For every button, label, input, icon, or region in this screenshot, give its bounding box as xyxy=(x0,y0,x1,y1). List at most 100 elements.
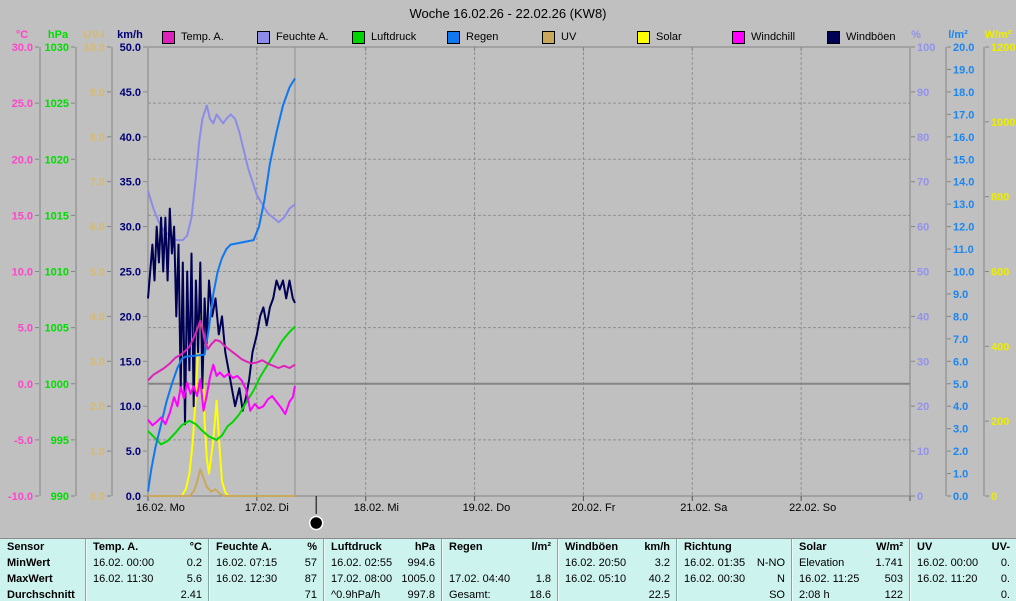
series-Temp. A. xyxy=(147,319,296,382)
svg-text:100: 100 xyxy=(917,42,935,54)
legend-item-Feuchte A.[interactable]: Feuchte A. xyxy=(257,30,329,44)
table-cell-value: 5.6 xyxy=(186,573,202,585)
table-cell: 16.02. 11:20 xyxy=(917,573,978,585)
axis-km/h: 50.0 45.0 40.0 35.0 30.0 25.0 20.0 15.0 10.0 5.0 0… xyxy=(120,42,147,503)
svg-text:0: 0 xyxy=(991,491,997,503)
table-row: 16.02. 05:10 40.2 xyxy=(558,571,677,587)
svg-text:1030: 1030 xyxy=(45,42,69,54)
table-cell-value: 1005.0 xyxy=(401,573,435,585)
table-cell: Elevation xyxy=(799,557,845,569)
table-cell-value: W/m² xyxy=(876,541,903,553)
svg-text:6.0: 6.0 xyxy=(953,356,968,368)
svg-text:40.0: 40.0 xyxy=(120,132,141,144)
table-row: 16.02. 11:30 5.6 xyxy=(86,571,209,587)
table-row: 16.02. 00:00 0. xyxy=(910,555,1016,571)
table-cell-value: km/h xyxy=(644,541,670,553)
svg-text:3.0: 3.0 xyxy=(953,424,968,436)
table-row: 71 xyxy=(209,587,324,601)
table-cell: 16.02. 00:00 xyxy=(93,557,155,569)
svg-text:50.0: 50.0 xyxy=(120,42,141,54)
svg-text:0.0: 0.0 xyxy=(18,379,33,391)
svg-text:1025: 1025 xyxy=(45,98,69,110)
table-group-Windböen: Windböen km/h 16.02. 20:50 3.2 16.02. 05:10 4… xyxy=(557,539,677,601)
svg-text:10.0: 10.0 xyxy=(953,267,974,279)
svg-text:1.0: 1.0 xyxy=(953,469,968,481)
table-cell-value: l/m² xyxy=(531,541,551,553)
legend-label: Luftdruck xyxy=(371,31,417,43)
legend-swatch xyxy=(162,30,175,44)
svg-text:995: 995 xyxy=(51,435,69,447)
svg-text:15.0: 15.0 xyxy=(12,210,33,222)
table-cell: 16.02. 05:10 xyxy=(565,573,627,585)
legend-item-Temp. A.[interactable]: Temp. A. xyxy=(162,30,224,44)
svg-text:1005: 1005 xyxy=(45,323,69,335)
table-group-Solar: Solar W/m² Elevation 1.741 16.02. 11:25 503 2:… xyxy=(791,539,910,601)
series-Luftdruck xyxy=(147,325,296,446)
svg-text:200: 200 xyxy=(991,416,1009,428)
legend-item-Luftdruck[interactable]: Luftdruck xyxy=(352,30,416,44)
svg-text:0.0: 0.0 xyxy=(90,491,105,503)
svg-text:22.02. So: 22.02. So xyxy=(789,502,836,514)
table-cell-value: UV- xyxy=(991,541,1010,553)
table-cell: 16.02. 00:30 xyxy=(684,573,746,585)
series-UV xyxy=(148,468,295,497)
legend-swatch xyxy=(447,30,460,44)
legend-label: Feuchte A. xyxy=(276,31,329,43)
legend-item-Windchill[interactable]: Windchill xyxy=(732,30,795,44)
axis-header-UV-I: UV-I xyxy=(83,29,105,41)
table-cell-value: 997.8 xyxy=(407,589,435,601)
table-row: UV UV- xyxy=(910,539,1016,555)
svg-text:10.0: 10.0 xyxy=(120,401,141,413)
table-cell-value: 994.6 xyxy=(407,557,435,569)
legend-item-Windböen[interactable]: Windböen xyxy=(827,30,896,44)
svg-text:1015: 1015 xyxy=(45,210,69,222)
legend-item-Regen[interactable]: Regen xyxy=(447,30,498,44)
table-cell: Windböen xyxy=(565,541,619,553)
series-Solar xyxy=(148,306,295,497)
table-row: 0. xyxy=(910,587,1016,601)
axis-header-%: % xyxy=(911,29,921,41)
moon-phase-icon xyxy=(308,496,324,531)
table-cell-value: hPa xyxy=(414,541,435,553)
svg-text:10.0: 10.0 xyxy=(84,42,105,54)
svg-text:30.0: 30.0 xyxy=(12,42,33,54)
chart-plot-area[interactable]: 30.025.020.015.010.05.00.0-5.0-10.010301… xyxy=(0,0,1016,538)
table-row: MaxWert xyxy=(0,571,85,587)
svg-text:20.0: 20.0 xyxy=(120,311,141,323)
table-cell: MinWert xyxy=(7,557,51,569)
table-cell: 16.02. 11:25 xyxy=(799,573,860,585)
gridlines xyxy=(148,47,910,496)
svg-text:-5.0: -5.0 xyxy=(14,435,33,447)
legend-swatch xyxy=(352,30,365,44)
legend-label: Regen xyxy=(466,31,499,43)
table-cell: Richtung xyxy=(684,541,732,553)
table-cell: 16.02. 01:35 xyxy=(684,557,746,569)
svg-text:0: 0 xyxy=(917,491,923,503)
series-Windchill xyxy=(147,363,296,427)
table-row: 17.02. 04:40 1.8 xyxy=(442,571,558,587)
svg-text:30: 30 xyxy=(917,356,929,368)
table-group-Feuchte A.: Feuchte A.% 16.02. 07:15 57 16.02. 12:30 87 7… xyxy=(208,539,324,601)
svg-text:45.0: 45.0 xyxy=(120,87,141,99)
legend-item-Solar[interactable]: Solar xyxy=(637,30,682,44)
svg-text:90: 90 xyxy=(917,87,929,99)
table-row: 16.02. 11:20 0. xyxy=(910,571,1016,587)
table-cell: Solar xyxy=(799,541,827,553)
svg-text:20: 20 xyxy=(917,401,929,413)
axis-l/m²: 20.0 19.0 18.0 17.0 16.0 15.0 14.0 13.0 12.0 11.0… xyxy=(945,42,974,503)
table-rowlabel-column: Sensor MinWert MaxWert Durchschnitt xyxy=(0,539,85,601)
table-row: Solar W/m² xyxy=(792,539,910,555)
svg-text:20.0: 20.0 xyxy=(12,154,33,166)
axis-hPa: 1030 1025 1020 1015 1010 1005 1000 995 990 xyxy=(45,42,77,503)
legend-swatch xyxy=(827,30,840,44)
svg-text:16.02. Mo: 16.02. Mo xyxy=(136,502,185,514)
table-row: MinWert xyxy=(0,555,85,571)
table-cell: Durchschnitt xyxy=(7,589,75,601)
table-row: 16.02. 07:15 57 xyxy=(209,555,324,571)
svg-text:3.0: 3.0 xyxy=(90,356,105,368)
legend-item-UV[interactable]: UV xyxy=(542,30,576,44)
table-cell: Temp. A. xyxy=(93,541,139,553)
table-row: 16.02. 00:00 0.2 xyxy=(86,555,209,571)
svg-text:9.0: 9.0 xyxy=(953,289,968,301)
